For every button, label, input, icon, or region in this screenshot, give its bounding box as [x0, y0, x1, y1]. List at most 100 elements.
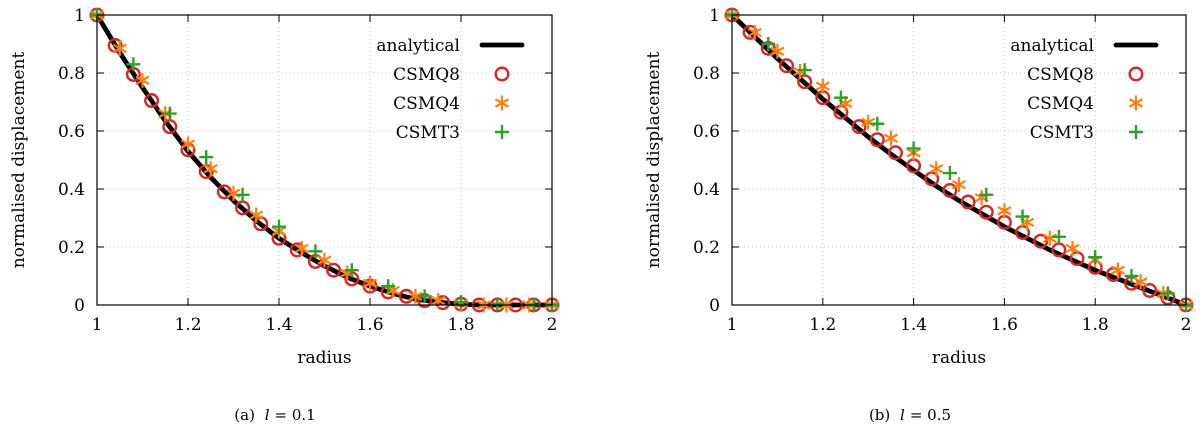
- legend-label-csmq4: CSMQ4: [1027, 94, 1094, 114]
- csmq4-point: [929, 161, 944, 177]
- x-tick-label: 1: [92, 315, 103, 335]
- legend-swatch-csmq4: [1128, 95, 1144, 111]
- legend-swatch-csmq8: [1128, 66, 1144, 82]
- csmt3-point: [490, 297, 505, 312]
- csmq4-point: [249, 207, 264, 223]
- csmq4-point: [203, 161, 218, 177]
- series-analytical: [729, 12, 1189, 308]
- csmq4-point: [135, 72, 150, 88]
- x-tick-label: 1.2: [809, 315, 836, 335]
- csmt3-point: [199, 150, 214, 165]
- csmq8-point: [869, 132, 885, 148]
- csmq8-point: [398, 288, 414, 304]
- y-axis-label: normalised displacement: [9, 52, 29, 269]
- series-csmq4: [89, 7, 560, 313]
- y-tick-label: 1: [709, 6, 720, 26]
- csmt3-point: [308, 244, 323, 259]
- csmq8-point: [978, 204, 994, 220]
- legend-label-csmt3: CSMT3: [1030, 123, 1094, 143]
- csmt3-point: [272, 219, 286, 234]
- csmq4-point: [815, 78, 830, 94]
- legend-swatch-csmq8: [494, 66, 510, 82]
- csmt3-point: [417, 289, 432, 304]
- csmq4-point: [1110, 262, 1125, 278]
- caption-prefix: (b): [869, 406, 895, 424]
- csmq8-point: [326, 262, 342, 278]
- csmt3-point: [1088, 250, 1103, 265]
- y-tick-label: 0.4: [58, 180, 85, 200]
- csmq8-point: [960, 194, 976, 210]
- series-csmt3: [90, 8, 559, 312]
- caption-value: = 0.5: [910, 406, 951, 424]
- figure-caption: (b) l = 0.5: [869, 406, 951, 424]
- csmt3-point: [870, 116, 885, 131]
- csmq8-point: [942, 182, 958, 198]
- csmq4-point: [294, 240, 309, 256]
- csmt3-point: [344, 263, 359, 278]
- csmq8-point: [887, 145, 903, 161]
- csmt3-point: [381, 279, 396, 294]
- legend: analytical CSMQ8 CSMQ4 CSMT3: [376, 36, 525, 143]
- series-csmq8: [724, 7, 1194, 313]
- plot-frame: [96, 14, 553, 306]
- x-tick-label: 1.4: [265, 315, 292, 335]
- csmt3-point: [235, 187, 250, 202]
- csmq4-point: [408, 288, 423, 304]
- y-tick-label: 0.2: [693, 238, 720, 258]
- series-csmt3: [725, 8, 1193, 312]
- csmt3-point: [126, 57, 141, 72]
- chart-panel-a: 1 1.2 1.4 1.6 1.8 2 0 0.2 0.4 0.6 0.8 1 radius normal…: [9, 6, 560, 424]
- csmq8-point: [778, 58, 794, 74]
- x-tick-label: 1.6: [356, 315, 383, 335]
- caption-value: = 0.1: [275, 406, 316, 424]
- series-csmq4: [724, 7, 1194, 313]
- analytical-line: [729, 12, 1189, 308]
- caption-variable: l: [900, 406, 905, 424]
- plot-frame: [731, 14, 1187, 306]
- x-tick-label: 2: [547, 315, 558, 335]
- csmt3-point: [833, 90, 848, 105]
- x-tick-label: 1.4: [900, 315, 927, 335]
- csmq4-point: [317, 252, 332, 268]
- x-tick-label: 1.2: [174, 315, 201, 335]
- legend-swatch-csmt3: [495, 125, 509, 139]
- csmt3-point: [979, 187, 994, 202]
- x-axis-label: radius: [297, 348, 351, 368]
- csmt3-point: [1051, 229, 1066, 244]
- csmt3-point: [1015, 209, 1030, 224]
- csmq8-point: [1142, 283, 1158, 299]
- x-tick-label: 1.8: [447, 315, 474, 335]
- x-tick-label: 1.6: [991, 315, 1018, 335]
- csmt3-point: [162, 106, 177, 121]
- csmq4-point: [362, 275, 378, 291]
- csmq8-point: [851, 119, 867, 135]
- caption-prefix: (a): [234, 406, 259, 424]
- csmt3-point: [1160, 286, 1175, 301]
- legend-label-csmq4: CSMQ4: [393, 94, 460, 114]
- y-tick-label: 0.2: [58, 238, 85, 258]
- csmq4-point: [1133, 274, 1148, 290]
- y-tick-label: 0: [709, 296, 720, 316]
- csmt3-point: [1124, 269, 1139, 283]
- csmt3-point: [454, 295, 468, 310]
- y-tick-label: 0.6: [58, 122, 85, 142]
- csmq4-point: [747, 24, 762, 40]
- csmq4-point: [112, 40, 127, 56]
- csmq4-point: [180, 136, 196, 152]
- legend-swatch-csmt3: [1129, 125, 1143, 139]
- csmq4-point: [770, 43, 785, 59]
- y-tick-label: 0.8: [693, 64, 720, 84]
- caption-variable: l: [265, 406, 270, 424]
- legend-label-analytical: analytical: [376, 36, 460, 56]
- csmq8-point: [144, 93, 160, 109]
- csmq8-point: [1033, 233, 1049, 249]
- legend-label-csmq8: CSMQ8: [1027, 65, 1094, 85]
- csmq4-point: [431, 293, 446, 309]
- y-tick-label: 1: [74, 6, 85, 26]
- legend-label-analytical: analytical: [1010, 36, 1094, 56]
- legend: analytical CSMQ8 CSMQ4 CSMT3: [1010, 36, 1159, 143]
- x-tick-label: 1.8: [1082, 315, 1109, 335]
- x-tick-label: 1: [727, 315, 738, 335]
- y-tick-label: 0.6: [693, 122, 720, 142]
- legend-label-csmq8: CSMQ8: [393, 65, 460, 85]
